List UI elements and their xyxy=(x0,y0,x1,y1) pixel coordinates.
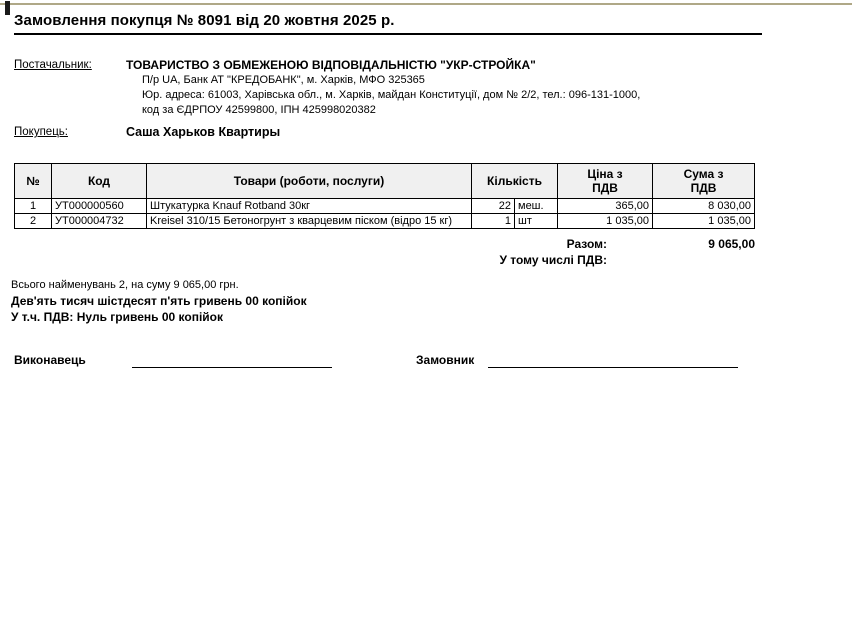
buyer-row: Покупець: Саша Харьков Квартиры xyxy=(14,125,774,140)
page-title: Замовлення покупця № 8091 від 20 жовтня … xyxy=(14,12,395,29)
table-row: 1 УТ000000560 Штукатурка Knauf Rotband 3… xyxy=(14,198,755,214)
summary-amount-in-words: Дев'ять тисяч шістдесят п'ять гривень 00… xyxy=(11,294,307,308)
cell-code: УТ000000560 xyxy=(51,198,147,214)
goods-table-body: 1 УТ000000560 Штукатурка Knauf Rotband 3… xyxy=(14,198,755,229)
cell-price: 1 035,00 xyxy=(557,213,653,229)
cell-number: 2 xyxy=(14,213,52,229)
cell-sum: 1 035,00 xyxy=(652,213,755,229)
cell-unit: шт xyxy=(514,213,558,229)
executor-signature-line[interactable] xyxy=(131,353,332,368)
total-value: 9 065,00 xyxy=(708,237,755,251)
column-header-number: № xyxy=(14,163,52,199)
column-header-code: Код xyxy=(51,163,147,199)
cell-quantity: 1 xyxy=(471,213,515,229)
column-header-goods: Товари (роботи, послуги) xyxy=(146,163,472,199)
vat-value xyxy=(615,252,755,268)
buyer-body: Саша Харьков Квартиры xyxy=(126,125,774,140)
signatures-block: Виконавець Замовник xyxy=(14,352,755,374)
cell-unit: меш. xyxy=(514,198,558,214)
column-header-price-line2: ПДВ xyxy=(592,181,618,195)
cell-code: УТ000004732 xyxy=(51,213,147,229)
buyer-label: Покупець: xyxy=(14,126,68,138)
cell-goods-name: Kreisel 310/15 Бетоногрунт з кварцевим п… xyxy=(146,213,472,229)
title-underline xyxy=(14,33,762,35)
title-block: Замовлення покупця № 8091 від 20 жовтня … xyxy=(14,12,762,35)
supplier-body: ТОВАРИСТВО З ОБМЕЖЕНОЮ ВІДПОВІДАЛЬНІСТЮ … xyxy=(126,58,774,118)
executor-label: Виконавець xyxy=(14,353,86,367)
customer-signature-line[interactable] xyxy=(488,353,739,368)
total-label: Разом: xyxy=(566,237,607,251)
supplier-bank-details: П/р UA, Банк АТ "КРЕДОБАНК", м. Харків, … xyxy=(142,74,425,86)
supplier-address: Юр. адреса: 61003, Харівська обл., м. Ха… xyxy=(142,89,641,101)
executor-signature-group: Виконавець xyxy=(14,352,332,368)
goods-table-header-row: № Код Товари (роботи, послуги) Кількість… xyxy=(14,163,755,199)
total-row: Разом: 9 065,00 xyxy=(14,236,755,252)
summary-block: Всього найменувань 2, на суму 9 065,00 г… xyxy=(11,278,711,325)
column-header-sum-line1: Сума з xyxy=(683,167,724,181)
vat-row: У тому числі ПДВ: xyxy=(14,252,755,268)
cell-quantity: 22 xyxy=(471,198,515,214)
column-header-quantity: Кількість xyxy=(471,163,558,199)
parties-block: Постачальник: ТОВАРИСТВО З ОБМЕЖЕНОЮ ВІД… xyxy=(14,58,774,140)
cell-price: 365,00 xyxy=(557,198,653,214)
column-header-sum: Сума з ПДВ xyxy=(652,163,755,199)
cell-number: 1 xyxy=(14,198,52,214)
supplier-registration-codes: код за ЄДРПОУ 42599800, ІПН 425998020382 xyxy=(142,104,376,116)
column-header-price: Ціна з ПДВ xyxy=(557,163,653,199)
supplier-label: Постачальник: xyxy=(14,59,92,71)
goods-table-head: № Код Товари (роботи, послуги) Кількість… xyxy=(14,163,755,199)
customer-signature-group: Замовник xyxy=(416,352,739,368)
goods-table: № Код Товари (роботи, послуги) Кількість… xyxy=(14,163,755,229)
customer-label: Замовник xyxy=(416,353,475,367)
summary-item-count: Всього найменувань 2, на суму 9 065,00 г… xyxy=(11,279,239,291)
top-divider-rule xyxy=(0,3,852,5)
vat-label: У тому числі ПДВ: xyxy=(499,253,607,267)
summary-vat-in-words: У т.ч. ПДВ: Нуль гривень 00 копійок xyxy=(11,310,223,324)
column-header-price-line1: Ціна з xyxy=(587,167,623,181)
cell-sum: 8 030,00 xyxy=(652,198,755,214)
supplier-name: ТОВАРИСТВО З ОБМЕЖЕНОЮ ВІДПОВІДАЛЬНІСТЮ … xyxy=(126,58,536,72)
cell-goods-name: Штукатурка Knauf Rotband 30кг xyxy=(146,198,472,214)
supplier-row: Постачальник: ТОВАРИСТВО З ОБМЕЖЕНОЮ ВІД… xyxy=(14,58,774,118)
column-header-sum-line2: ПДВ xyxy=(690,181,717,195)
buyer-name: Саша Харьков Квартиры xyxy=(126,125,281,139)
text-caret-artifact xyxy=(5,1,10,15)
totals-block: Разом: 9 065,00 У тому числі ПДВ: xyxy=(14,236,755,268)
table-row: 2 УТ000004732 Kreisel 310/15 Бетоногрунт… xyxy=(14,213,755,229)
